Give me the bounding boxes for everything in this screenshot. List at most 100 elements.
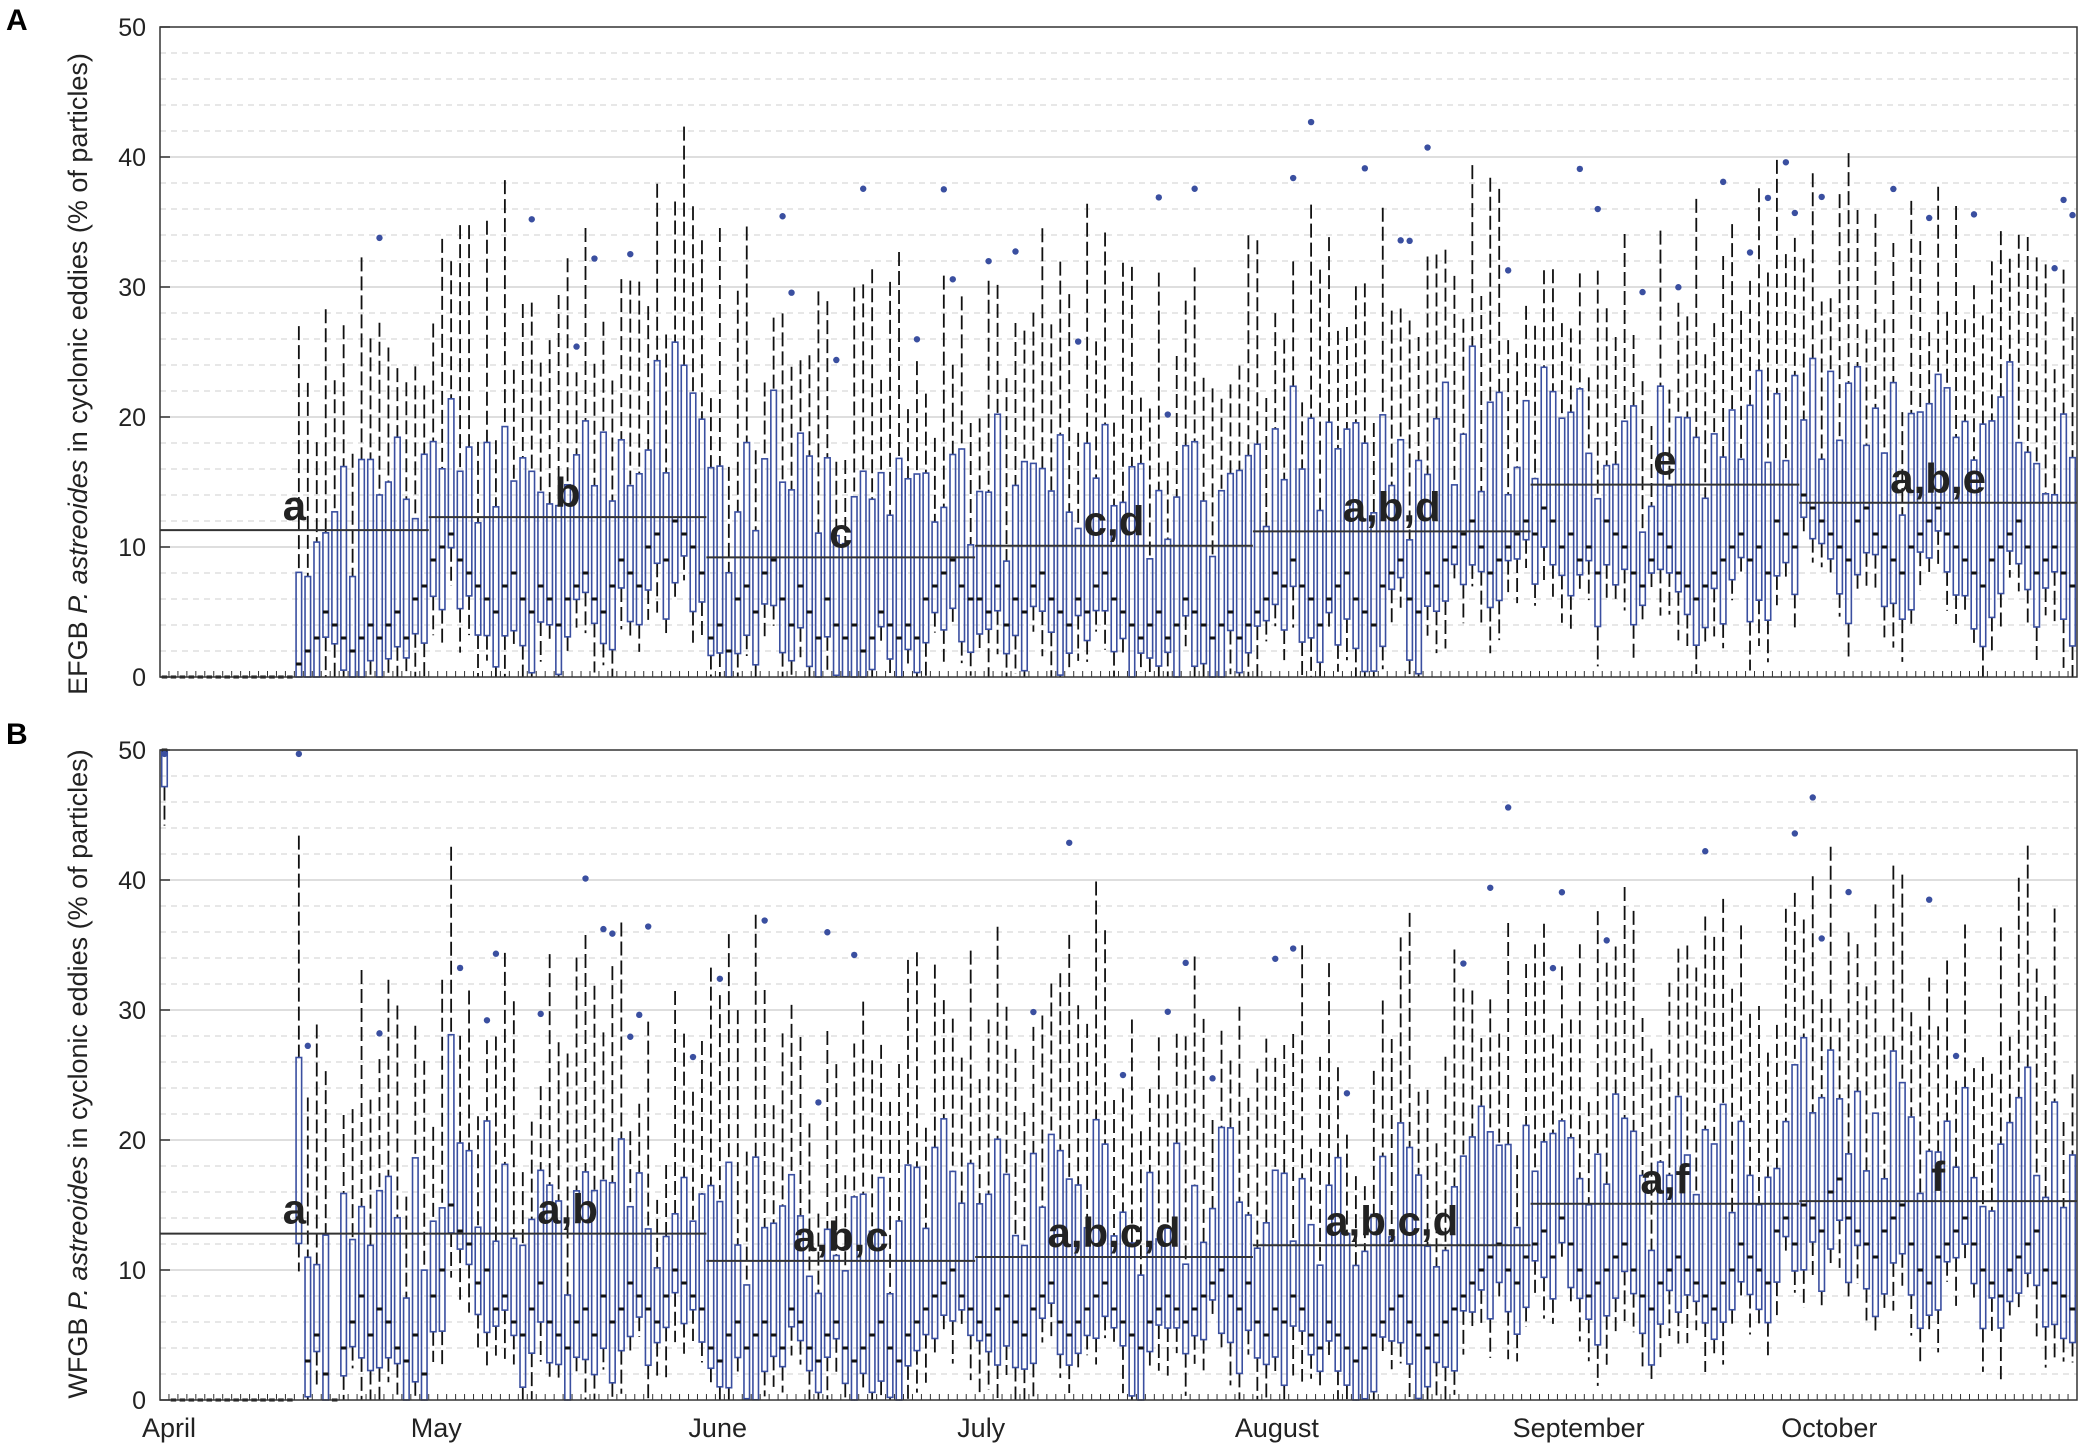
box-iqr <box>393 436 401 648</box>
box-iqr <box>1038 1206 1046 1320</box>
daily-box <box>465 990 473 1313</box>
box-outlier <box>716 975 724 982</box>
box-iqr <box>1898 514 1906 620</box>
box-iqr <box>1406 1146 1414 1365</box>
box-iqr <box>581 420 590 594</box>
daily-box <box>1880 319 1888 638</box>
box-iqr <box>1540 366 1548 548</box>
box-iqr <box>1612 1093 1620 1299</box>
box-iqr <box>1164 538 1172 654</box>
box-iqr <box>1092 1118 1100 1340</box>
box-outlier <box>1289 174 1297 182</box>
daily-box <box>1585 1102 1593 1362</box>
daily-box <box>1191 956 1199 1364</box>
box-iqr <box>787 1173 796 1328</box>
box-iqr <box>734 511 742 655</box>
daily-box <box>1656 230 1665 616</box>
box-outlier <box>456 964 464 972</box>
box-outlier <box>1639 288 1646 296</box>
box-iqr <box>716 465 724 654</box>
daily-box <box>510 369 518 644</box>
box-iqr <box>555 1200 563 1366</box>
box-iqr <box>1988 420 1996 619</box>
box-iqr <box>761 1226 769 1373</box>
daily-box <box>429 1126 437 1363</box>
box-iqr <box>1432 1266 1441 1364</box>
box-iqr <box>1997 1143 2005 1329</box>
daily-box <box>447 261 455 587</box>
box-iqr <box>1809 1112 1817 1243</box>
box-outlier <box>824 929 831 936</box>
daily-box <box>456 225 464 653</box>
daily-box <box>787 289 796 677</box>
box-iqr <box>922 1227 930 1336</box>
box-iqr <box>680 364 688 557</box>
daily-box <box>770 317 778 626</box>
box-iqr <box>1083 442 1091 642</box>
daily-box <box>913 952 921 1393</box>
box-iqr <box>1656 1161 1665 1325</box>
daily-box <box>528 1121 536 1400</box>
daily-box <box>1092 341 1100 632</box>
box-iqr <box>1549 1132 1557 1300</box>
daily-box <box>366 338 375 677</box>
daily-box <box>1710 936 1718 1356</box>
box-iqr <box>1836 439 1844 595</box>
box-iqr <box>1809 357 1817 540</box>
box-iqr <box>787 489 796 662</box>
box-iqr <box>859 1193 867 1375</box>
box-outlier <box>833 356 840 364</box>
box-outlier <box>985 257 992 265</box>
box-iqr <box>1665 485 1673 574</box>
daily-box <box>1477 1038 1485 1328</box>
daily-box <box>2051 265 2059 622</box>
daily-box <box>644 306 652 620</box>
box-outlier <box>1343 1090 1351 1097</box>
daily-box <box>2024 237 2032 623</box>
daily-box <box>1459 318 1467 624</box>
box-iqr <box>752 529 760 666</box>
daily-box <box>1549 964 1557 1324</box>
daily-box <box>2033 968 2041 1337</box>
box-iqr <box>689 1220 697 1311</box>
box-iqr <box>1871 407 1880 556</box>
box-iqr <box>940 506 948 631</box>
box-iqr <box>572 1190 581 1359</box>
box-outlier <box>949 276 956 283</box>
daily-box <box>671 991 679 1343</box>
box-iqr <box>1208 1207 1217 1301</box>
box-iqr <box>743 1284 751 1400</box>
box-iqr <box>608 500 616 651</box>
box-iqr <box>1280 478 1288 631</box>
box-iqr <box>1065 511 1073 654</box>
box-iqr <box>322 532 330 638</box>
box-iqr <box>474 1226 482 1316</box>
group-letter-label: c <box>829 509 852 556</box>
daily-box <box>635 1011 643 1337</box>
daily-box <box>322 309 330 677</box>
box-iqr <box>1916 1192 1924 1330</box>
daily-box <box>1119 1071 1127 1394</box>
daily-box <box>993 284 1002 655</box>
group-letter-label: a,b,c,d <box>1325 1197 1458 1244</box>
box-outlier <box>1164 411 1171 418</box>
daily-box <box>1827 846 1835 1267</box>
daily-box <box>1271 313 1279 627</box>
box-iqr <box>1155 1238 1163 1326</box>
daily-box <box>1836 194 1844 617</box>
daily-box <box>1880 1035 1888 1313</box>
box-iqr <box>877 471 885 628</box>
box-iqr <box>1638 531 1647 607</box>
box-iqr <box>1262 525 1270 622</box>
box-iqr <box>537 1169 545 1323</box>
daily-box <box>985 1019 993 1390</box>
daily-box <box>1603 308 1611 601</box>
box-iqr <box>1002 560 1011 655</box>
box-iqr <box>456 1142 464 1250</box>
box-iqr <box>1415 1174 1423 1400</box>
box-iqr <box>313 1263 321 1353</box>
daily-box <box>1379 1000 1387 1352</box>
daily-box <box>1343 1090 1351 1400</box>
box-iqr <box>1200 500 1208 665</box>
y-tick-label: 10 <box>118 1257 146 1285</box>
